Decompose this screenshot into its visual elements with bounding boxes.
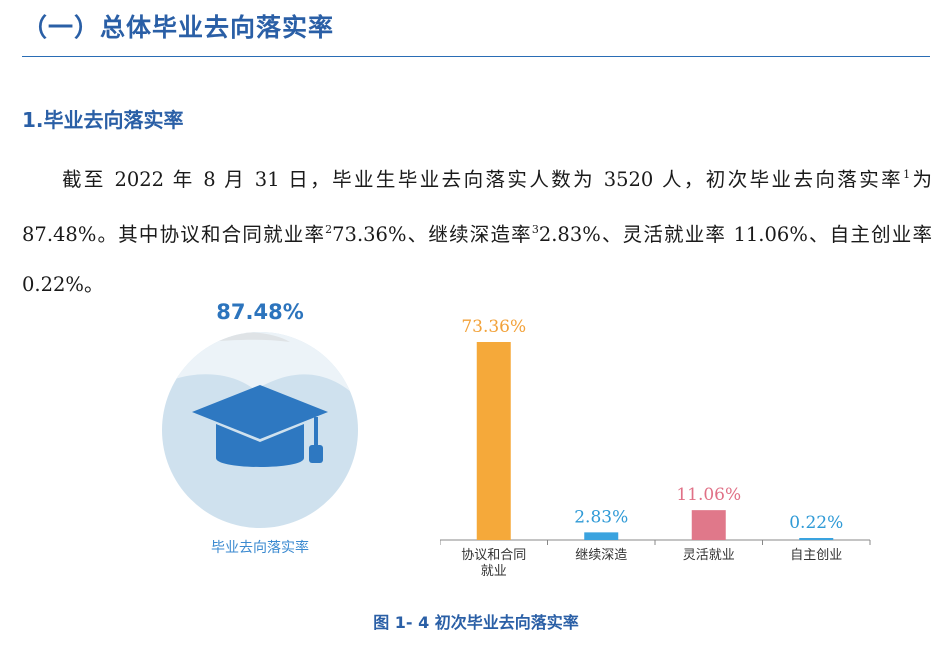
bar-chart: 73.36% 协议和合同就业 2.83% 继续深造 11.06% 灵活就业 0.22% 自主创… [440,317,871,579]
bar [476,342,511,540]
circle-top-fill [162,332,358,400]
category-label: 协议和合同 [461,548,526,563]
bar [799,538,834,540]
overall-rate-value: 87.48% [216,300,304,324]
category-label: 继续深造 [575,548,627,563]
overall-rate-label: 毕业去向落实率 [211,540,309,556]
graduation-cap-icon [192,385,328,467]
bar [584,532,619,540]
paragraph-text-1: 截至 2022 年 8 月 31 日，毕业生毕业去向落实人数为 3520 人，初… [62,168,904,191]
data-label: 2.83% [574,507,628,527]
data-label: 0.22% [789,513,843,533]
section-divider [22,56,930,57]
data-label: 11.06% [676,485,741,505]
category-label: 自主创业 [790,548,842,563]
bar [691,510,726,540]
figure-caption: 图 1- 4 初次毕业去向落实率 [373,613,579,632]
graduation-circle-graphic [162,332,358,528]
category-label: 就业 [481,564,507,579]
body-paragraph: 截至 2022 年 8 月 31 日，毕业生毕业去向落实人数为 3520 人，初… [22,150,932,310]
category-label: 灵活就业 [683,548,735,563]
section-title: （一）总体毕业去向落实率 [22,13,335,42]
paragraph-text-4: 2.83%、灵活就业率 11.06%、自主创业率 0.22%。 [22,223,932,296]
circle-cap-wave [200,332,290,342]
data-label: 73.36% [461,317,526,337]
footnote-marker-2: 2 [325,223,333,236]
subsection-title: 1.毕业去向落实率 [22,108,184,132]
footnote-marker-1: 1 [903,168,911,181]
footnote-marker-3: 3 [531,223,539,236]
paragraph-text-3: 73.36%、继续深造率 [332,223,532,246]
paragraph-text-2: 为 87.48%。其中协议和合同就业率 [22,168,932,246]
